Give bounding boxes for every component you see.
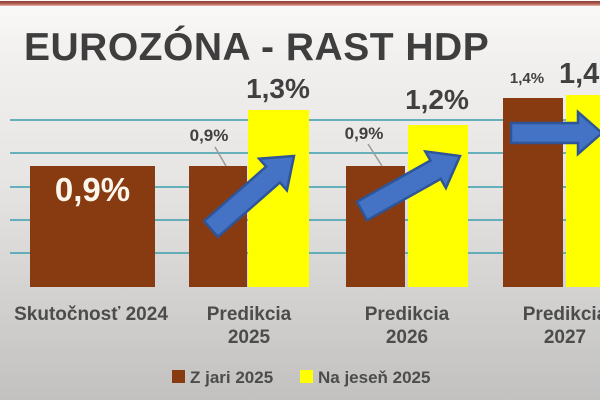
bar-2026-autumn	[408, 125, 468, 287]
bar-2027-spring	[503, 98, 563, 287]
bar-2025-autumn	[248, 110, 309, 287]
value-label-2026-spring: 0,9%	[344, 124, 384, 143]
category-label-line: Predikcia	[364, 304, 450, 325]
category-label-line: 2026	[385, 327, 429, 348]
value-label-2026-autumn: 1,2%	[405, 84, 469, 115]
category-label-2024: Skutočnosť 2024	[1, 303, 181, 326]
bar-2026-spring	[346, 166, 405, 287]
category-label-line: 2025	[227, 327, 271, 348]
category-label-line: Predikcia	[206, 304, 292, 325]
bar-actual-2024-spring	[30, 166, 155, 287]
value-label-2024: 0,9%	[54, 171, 131, 208]
bar-2027-autumn	[566, 95, 600, 287]
category-label-line: Predikcia	[522, 304, 600, 325]
legend-swatch-autumn	[300, 370, 313, 383]
value-label-2025-autumn: 1,3%	[246, 73, 310, 104]
category-label-2025: Predikcia 2025	[159, 303, 339, 349]
top-accent-line	[0, 1, 600, 6]
label-leader-line-2025	[214, 146, 227, 167]
legend-label-spring: Z jari 2025	[190, 368, 274, 387]
value-label-2025-spring: 0,9%	[189, 126, 229, 145]
label-leader-line-2026	[367, 143, 383, 167]
chart-title: EUROZÓNA - RAST HDP	[24, 26, 490, 69]
category-label-2027: Predikcia 2027	[475, 303, 600, 349]
legend-label-autumn: Na jeseň 2025	[318, 368, 431, 387]
bar-2025-spring	[189, 166, 247, 287]
legend-swatch-spring	[172, 370, 185, 383]
category-label-line: 2027	[543, 327, 587, 348]
category-label-line: Skutočnosť 2024	[14, 304, 168, 325]
value-label-2027-spring: 1,4%	[509, 70, 545, 87]
value-label-2027-autumn: 1,4%	[559, 58, 600, 90]
category-label-2026: Predikcia 2026	[317, 303, 497, 349]
